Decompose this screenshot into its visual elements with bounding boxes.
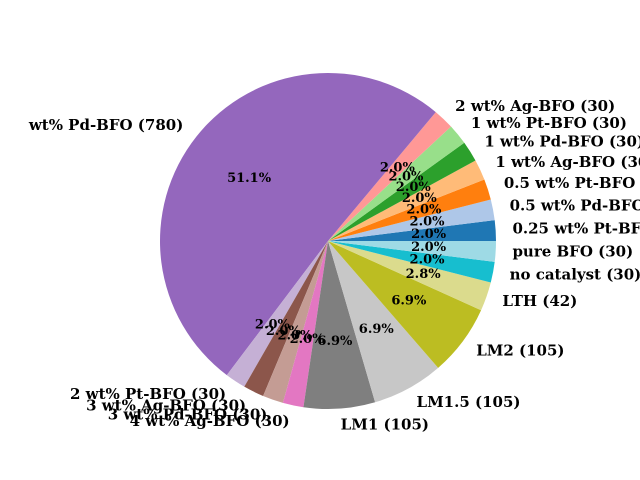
pie-slice: [244, 241, 328, 396]
slice-label: 4 wt% Ag-BFO (30): [130, 412, 290, 430]
percent-label: 2.0%: [411, 240, 447, 255]
percent-label: 2.0%: [255, 318, 291, 333]
slice-label: 1 wt% Pt-BFO (30): [471, 114, 627, 132]
percent-label: 2.0%: [402, 191, 438, 206]
pie-slice: [263, 241, 328, 403]
slice-label: LM1.5 (105): [417, 393, 521, 411]
percent-label: 6.9%: [317, 334, 353, 349]
percent-label: 2.0%: [411, 227, 447, 242]
pie-slice: [282, 241, 328, 408]
percent-label: 2.0%: [406, 203, 442, 218]
pie-slice: [328, 142, 476, 241]
pie-slice: [328, 199, 495, 241]
slice-label: 2 wt% Pt-BFO (30): [70, 385, 226, 403]
percent-label: 2.0%: [396, 180, 432, 195]
percent-label: 6.9%: [359, 322, 395, 337]
percent-label: 2.0%: [410, 252, 446, 267]
pie-slice: [226, 241, 328, 387]
pie-slice: [328, 160, 485, 241]
slice-label: LTH (42): [502, 292, 577, 310]
slice-label: 3 wt% Ag-BFO (30): [86, 397, 246, 415]
pie-slice: [328, 241, 439, 403]
slice-label: 0.5 wt% Pt-BFO (30): [504, 174, 640, 192]
percent-label: 2.0%: [380, 160, 416, 175]
percent-label: 2.0%: [290, 332, 326, 347]
pie-slice: [328, 241, 495, 283]
pie-slice: [328, 241, 482, 368]
pie-slice: [328, 241, 496, 262]
percent-label: 2.0%: [410, 215, 446, 230]
slice-label: 1 wt% Pd-BFO (30): [484, 133, 640, 151]
slice-label: LM1 (105): [341, 415, 429, 433]
slice-label: 0.5 wt% Pd-BFO (30): [510, 197, 640, 215]
pie-slice: [328, 126, 465, 241]
slice-label: 2 wt% Ag-BFO (30): [455, 97, 615, 115]
slice-label: wt% Pd-BFO (780): [28, 116, 183, 134]
pie-slice: [328, 241, 491, 311]
pie-slice: [328, 179, 491, 241]
slice-label: no catalyst (30): [510, 265, 640, 283]
percent-label: 6.9%: [391, 294, 427, 309]
pie-slice: [303, 241, 376, 409]
percent-label: 2.0%: [277, 329, 313, 344]
pie-slice: [328, 112, 451, 242]
slice-label: 1 wt% Ag-BFO (30): [495, 153, 640, 171]
pie-slice: [160, 73, 436, 376]
pie-slice: [328, 220, 496, 241]
slice-label: pure BFO (30): [512, 243, 633, 261]
slice-label: 3 wt% Pd-BFO (30): [108, 406, 268, 424]
percent-label: 2.0%: [388, 170, 424, 185]
slice-label: LM2 (105): [476, 341, 564, 359]
percent-label: 2.8%: [406, 267, 442, 282]
slice-label: 0.25 wt% Pt-BFO (30): [512, 219, 640, 237]
percent-label: 51.1%: [227, 171, 272, 186]
percent-label: 2.0%: [266, 324, 302, 339]
